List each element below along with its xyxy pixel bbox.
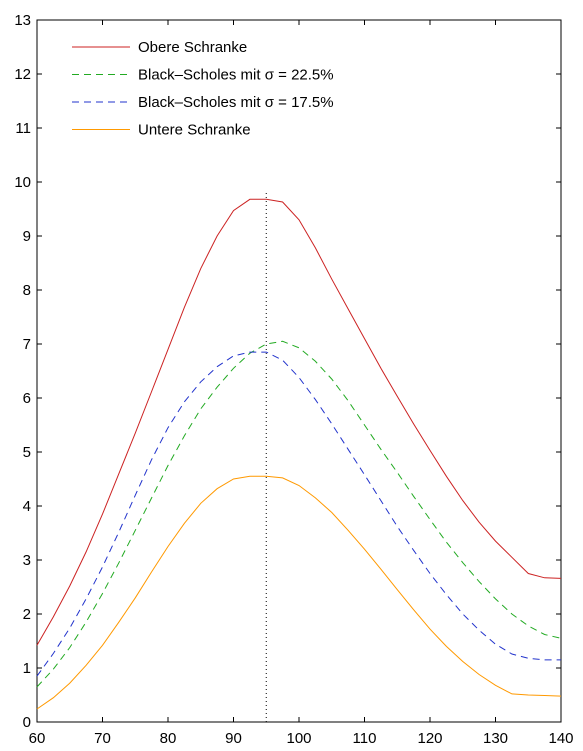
y-tick-label: 13 — [14, 12, 31, 29]
legend-label: Black–Scholes mit σ = 17.5% — [138, 94, 334, 111]
y-tick-label: 8 — [23, 282, 31, 299]
y-tick-label: 6 — [23, 390, 31, 407]
legend: Obere Schranke Black–Scholes mit σ = 22.5… — [72, 39, 334, 139]
y-tick-label: 4 — [23, 498, 31, 515]
x-axis: 60 70 80 90 100 110 120 130 140 — [29, 20, 574, 747]
x-tick-label: 80 — [160, 730, 177, 747]
legend-item-2: Black–Scholes mit σ = 22.5% — [72, 67, 334, 84]
x-tick-label: 90 — [225, 730, 242, 747]
x-tick-label: 110 — [353, 730, 377, 747]
series-line-3 — [36, 351, 561, 677]
y-tick-label: 3 — [23, 552, 31, 569]
y-tick-label: 12 — [14, 66, 31, 83]
x-tick-label: 60 — [29, 730, 46, 747]
series-line-4 — [36, 475, 562, 710]
y-tick-label: 7 — [23, 336, 31, 353]
y-tick-label: 0 — [23, 714, 31, 731]
x-tick-label: 140 — [548, 730, 573, 747]
y-tick-label: 5 — [23, 444, 31, 461]
x-tick-label: 100 — [286, 730, 311, 747]
y-tick-label: 1 — [23, 660, 31, 677]
x-tick-label: 70 — [94, 730, 111, 747]
legend-label: Untere Schranke — [138, 122, 251, 139]
y-tick-label: 11 — [15, 120, 31, 137]
legend-item-3: Black–Scholes mit σ = 17.5% — [72, 94, 334, 111]
x-tick-label: 130 — [483, 730, 508, 747]
y-tick-label: 9 — [23, 228, 31, 245]
legend-label: Black–Scholes mit σ = 22.5% — [138, 67, 334, 84]
plot-area — [36, 19, 562, 723]
legend-item-4: Untere Schranke — [72, 122, 251, 139]
series-line-2 — [36, 340, 562, 688]
axes-frame — [36, 19, 562, 723]
x-tick-label: 120 — [417, 730, 442, 747]
series-line-1 — [36, 198, 562, 646]
legend-item-1: Obere Schranke — [72, 39, 247, 56]
legend-label: Obere Schranke — [138, 39, 247, 56]
y-tick-label: 2 — [23, 606, 31, 623]
y-tick-label: 10 — [14, 174, 31, 191]
